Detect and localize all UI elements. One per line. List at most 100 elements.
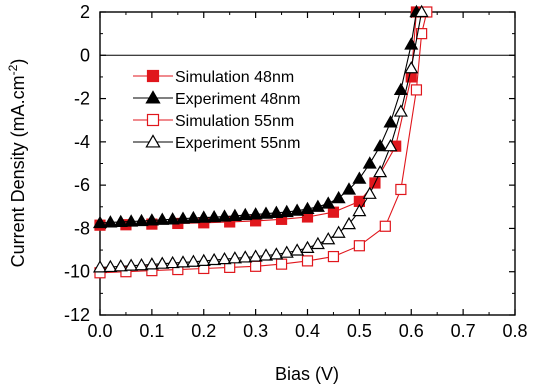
data-point: [379, 220, 391, 232]
data-point: [196, 253, 211, 266]
x-tick-label: 0.2: [191, 321, 216, 341]
series-3: [94, 6, 433, 279]
data-point: [155, 212, 170, 225]
x-tick-label: 0.3: [243, 321, 268, 341]
legend-marker: [145, 90, 161, 104]
data-point: [373, 164, 388, 178]
data-point: [275, 258, 288, 270]
data-point: [196, 210, 211, 223]
data-point: [113, 259, 128, 272]
data-point: [113, 214, 128, 228]
data-point: [310, 236, 325, 250]
data-point: [144, 213, 159, 226]
data-point: [175, 255, 191, 268]
data-point: [250, 260, 262, 272]
data-point: [165, 255, 180, 269]
data-point: [290, 243, 305, 256]
series-4: [92, 4, 429, 273]
y-tick-label: -10: [64, 262, 90, 282]
data-point: [395, 183, 407, 196]
legend-marker: [145, 134, 161, 148]
y-axis-title: Current Density (mA.cm-2): [6, 59, 28, 268]
data-point: [327, 206, 340, 218]
data-point: [352, 203, 367, 217]
data-point: [300, 240, 315, 254]
data-point: [224, 216, 236, 228]
data-point: [248, 207, 263, 220]
data-point: [207, 252, 222, 266]
data-point: [165, 212, 180, 225]
data-point: [103, 259, 118, 273]
data-point: [301, 255, 314, 267]
data-point: [321, 196, 336, 209]
x-tick-label: 0.4: [295, 321, 320, 341]
y-axis-title-close: ): [8, 59, 28, 65]
data-point: [120, 266, 132, 278]
data-point: [373, 138, 388, 152]
data-point: [134, 258, 149, 271]
series-group: [92, 4, 433, 279]
plot-area: [99, 11, 516, 316]
legend-marker: [146, 69, 160, 83]
data-point: [362, 156, 377, 169]
legend-label: Experiment 55nm: [175, 135, 300, 152]
data-point: [155, 256, 170, 269]
axis-ticks: 0.0 0.1 0.2 0.3 0.4 0.5 0.6 0.7 0.8 2 0 -2 -4 -6 -8 -10…: [64, 2, 528, 341]
y-axis-title-sup: -2: [6, 64, 20, 75]
y-tick-label: -4: [74, 132, 90, 152]
data-point: [353, 240, 365, 252]
data-point: [341, 216, 357, 230]
y-axis-title-main: Current Density (mA.cm: [8, 75, 28, 267]
y-tick-label: -2: [74, 89, 90, 109]
data-point: [258, 206, 274, 219]
data-point: [134, 213, 149, 227]
data-point: [175, 211, 191, 224]
legend-label: Simulation 48nm: [175, 69, 294, 86]
data-point: [341, 182, 357, 195]
x-tick-label: 0.5: [347, 321, 372, 341]
data-point: [238, 207, 253, 221]
data-point: [414, 4, 429, 18]
data-point: [227, 208, 242, 221]
data-point: [383, 115, 398, 128]
data-point: [290, 203, 305, 216]
x-tick-label: 0.0: [87, 321, 112, 341]
data-point: [269, 205, 284, 218]
data-point: [362, 186, 377, 199]
data-point: [393, 82, 408, 96]
legend-item-1: Simulation 48nm: [133, 69, 294, 86]
data-point: [393, 104, 408, 117]
data-point: [124, 258, 139, 271]
data-point: [279, 204, 294, 218]
x-tick-label: 0.1: [139, 321, 164, 341]
legend-item-2: Experiment 48nm: [133, 90, 300, 108]
data-point: [416, 28, 428, 40]
series-2: [92, 4, 424, 229]
data-point: [92, 215, 108, 229]
y-tick-label: 2: [80, 2, 90, 22]
data-point: [144, 257, 159, 270]
data-point: [331, 190, 346, 204]
data-point: [404, 61, 419, 74]
y-tick-label: 0: [80, 45, 90, 65]
x-tick-label: 0.6: [399, 321, 424, 341]
data-point: [207, 209, 222, 223]
x-axis-title: Bias (V): [275, 364, 339, 384]
legend-item-4: Experiment 55nm: [133, 134, 300, 152]
legend-item-3: Simulation 55nm: [133, 113, 294, 130]
y-tick-label: -12: [64, 305, 90, 325]
data-point: [352, 171, 367, 184]
legend-marker: [146, 113, 160, 127]
data-point: [103, 215, 118, 228]
data-point: [248, 249, 263, 262]
x-tick-label: 0.7: [451, 321, 476, 341]
data-point: [124, 214, 139, 227]
x-tick-label: 0.8: [502, 321, 527, 341]
data-point: [238, 250, 253, 263]
data-point: [404, 37, 419, 50]
data-point: [186, 254, 201, 267]
data-point: [321, 232, 336, 245]
data-point: [92, 260, 108, 273]
data-point: [217, 251, 232, 265]
